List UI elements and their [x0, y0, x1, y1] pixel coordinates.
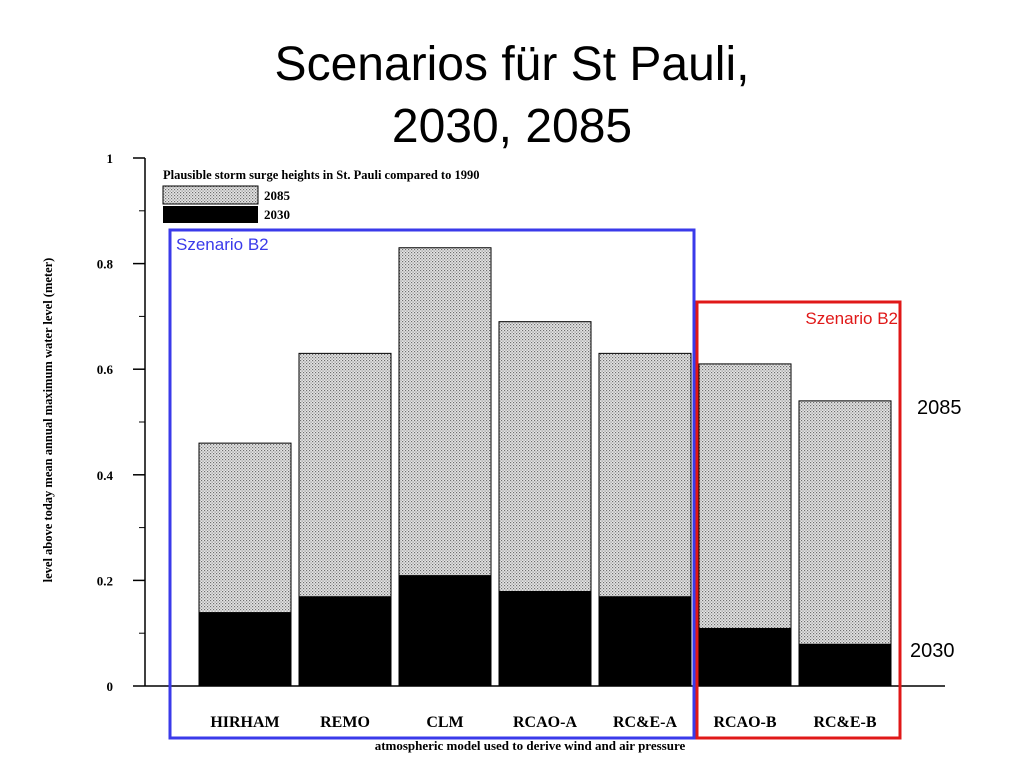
category-labels: HIRHAM REMO CLM RCAO-A RC&E-A RCAO-B RC&E-B — [210, 714, 877, 731]
bar-2030-RCAO-B — [699, 627, 791, 686]
category-label: CLM — [426, 714, 463, 731]
category-label: REMO — [320, 714, 370, 731]
y-tick-label: 0.6 — [97, 362, 114, 377]
bar-2030-CLM — [399, 575, 491, 686]
bar-2085-RC&E-B — [798, 400, 892, 687]
category-label: RCAO-B — [713, 714, 776, 731]
slide-title-line-2: 2030, 2085 — [391, 100, 633, 153]
y-tick-label: 0.4 — [97, 468, 114, 483]
chart-title: Plausible storm surge heights in St. Pau… — [163, 168, 479, 182]
legend-label-2030: 2030 — [264, 207, 290, 222]
bar-2030-HIRHAM — [199, 612, 291, 686]
scenario-label-right: Szenario B2 — [805, 309, 898, 328]
category-label: RCAO-A — [513, 714, 577, 731]
legend-swatch-2030 — [163, 206, 258, 223]
bars-group — [198, 247, 892, 687]
y-tick-label: 0 — [107, 679, 114, 694]
scenario-box-right — [695, 300, 902, 740]
y-tick-label: 0.2 — [97, 573, 113, 588]
category-label: RC&E-B — [813, 714, 876, 731]
y-tick-label: 0.8 — [97, 257, 114, 272]
bar-2030-RC&E-A — [599, 596, 691, 686]
annotation-2085: 2085 — [917, 397, 962, 419]
bar-2030-REMO — [299, 596, 391, 686]
y-axis-ticks: 0 0.2 0.4 0.6 0.8 1 — [97, 151, 145, 694]
legend-swatch-2085 — [162, 185, 259, 205]
legend: 2085 2030 — [162, 185, 291, 223]
slide-title: Scenarios für St Pauli, 2030, 2085 — [0, 34, 1024, 158]
y-tick-label: 1 — [107, 151, 114, 166]
y-axis-label: level above today mean annual maximum wa… — [41, 258, 55, 583]
annotation-2030: 2030 — [910, 640, 955, 662]
legend-label-2085: 2085 — [264, 188, 291, 203]
scenario-box-left — [168, 228, 696, 740]
category-label: RC&E-A — [613, 714, 677, 731]
bar-2030-RCAO-A — [499, 590, 591, 686]
slide-title-line-1: Scenarios für St Pauli, — [274, 38, 750, 91]
category-label: HIRHAM — [210, 714, 279, 731]
bar-2030-RC&E-B — [799, 643, 891, 686]
scenario-label-left: Szenario B2 — [176, 235, 269, 254]
x-axis-label: atmospheric model used to derive wind an… — [375, 738, 686, 753]
